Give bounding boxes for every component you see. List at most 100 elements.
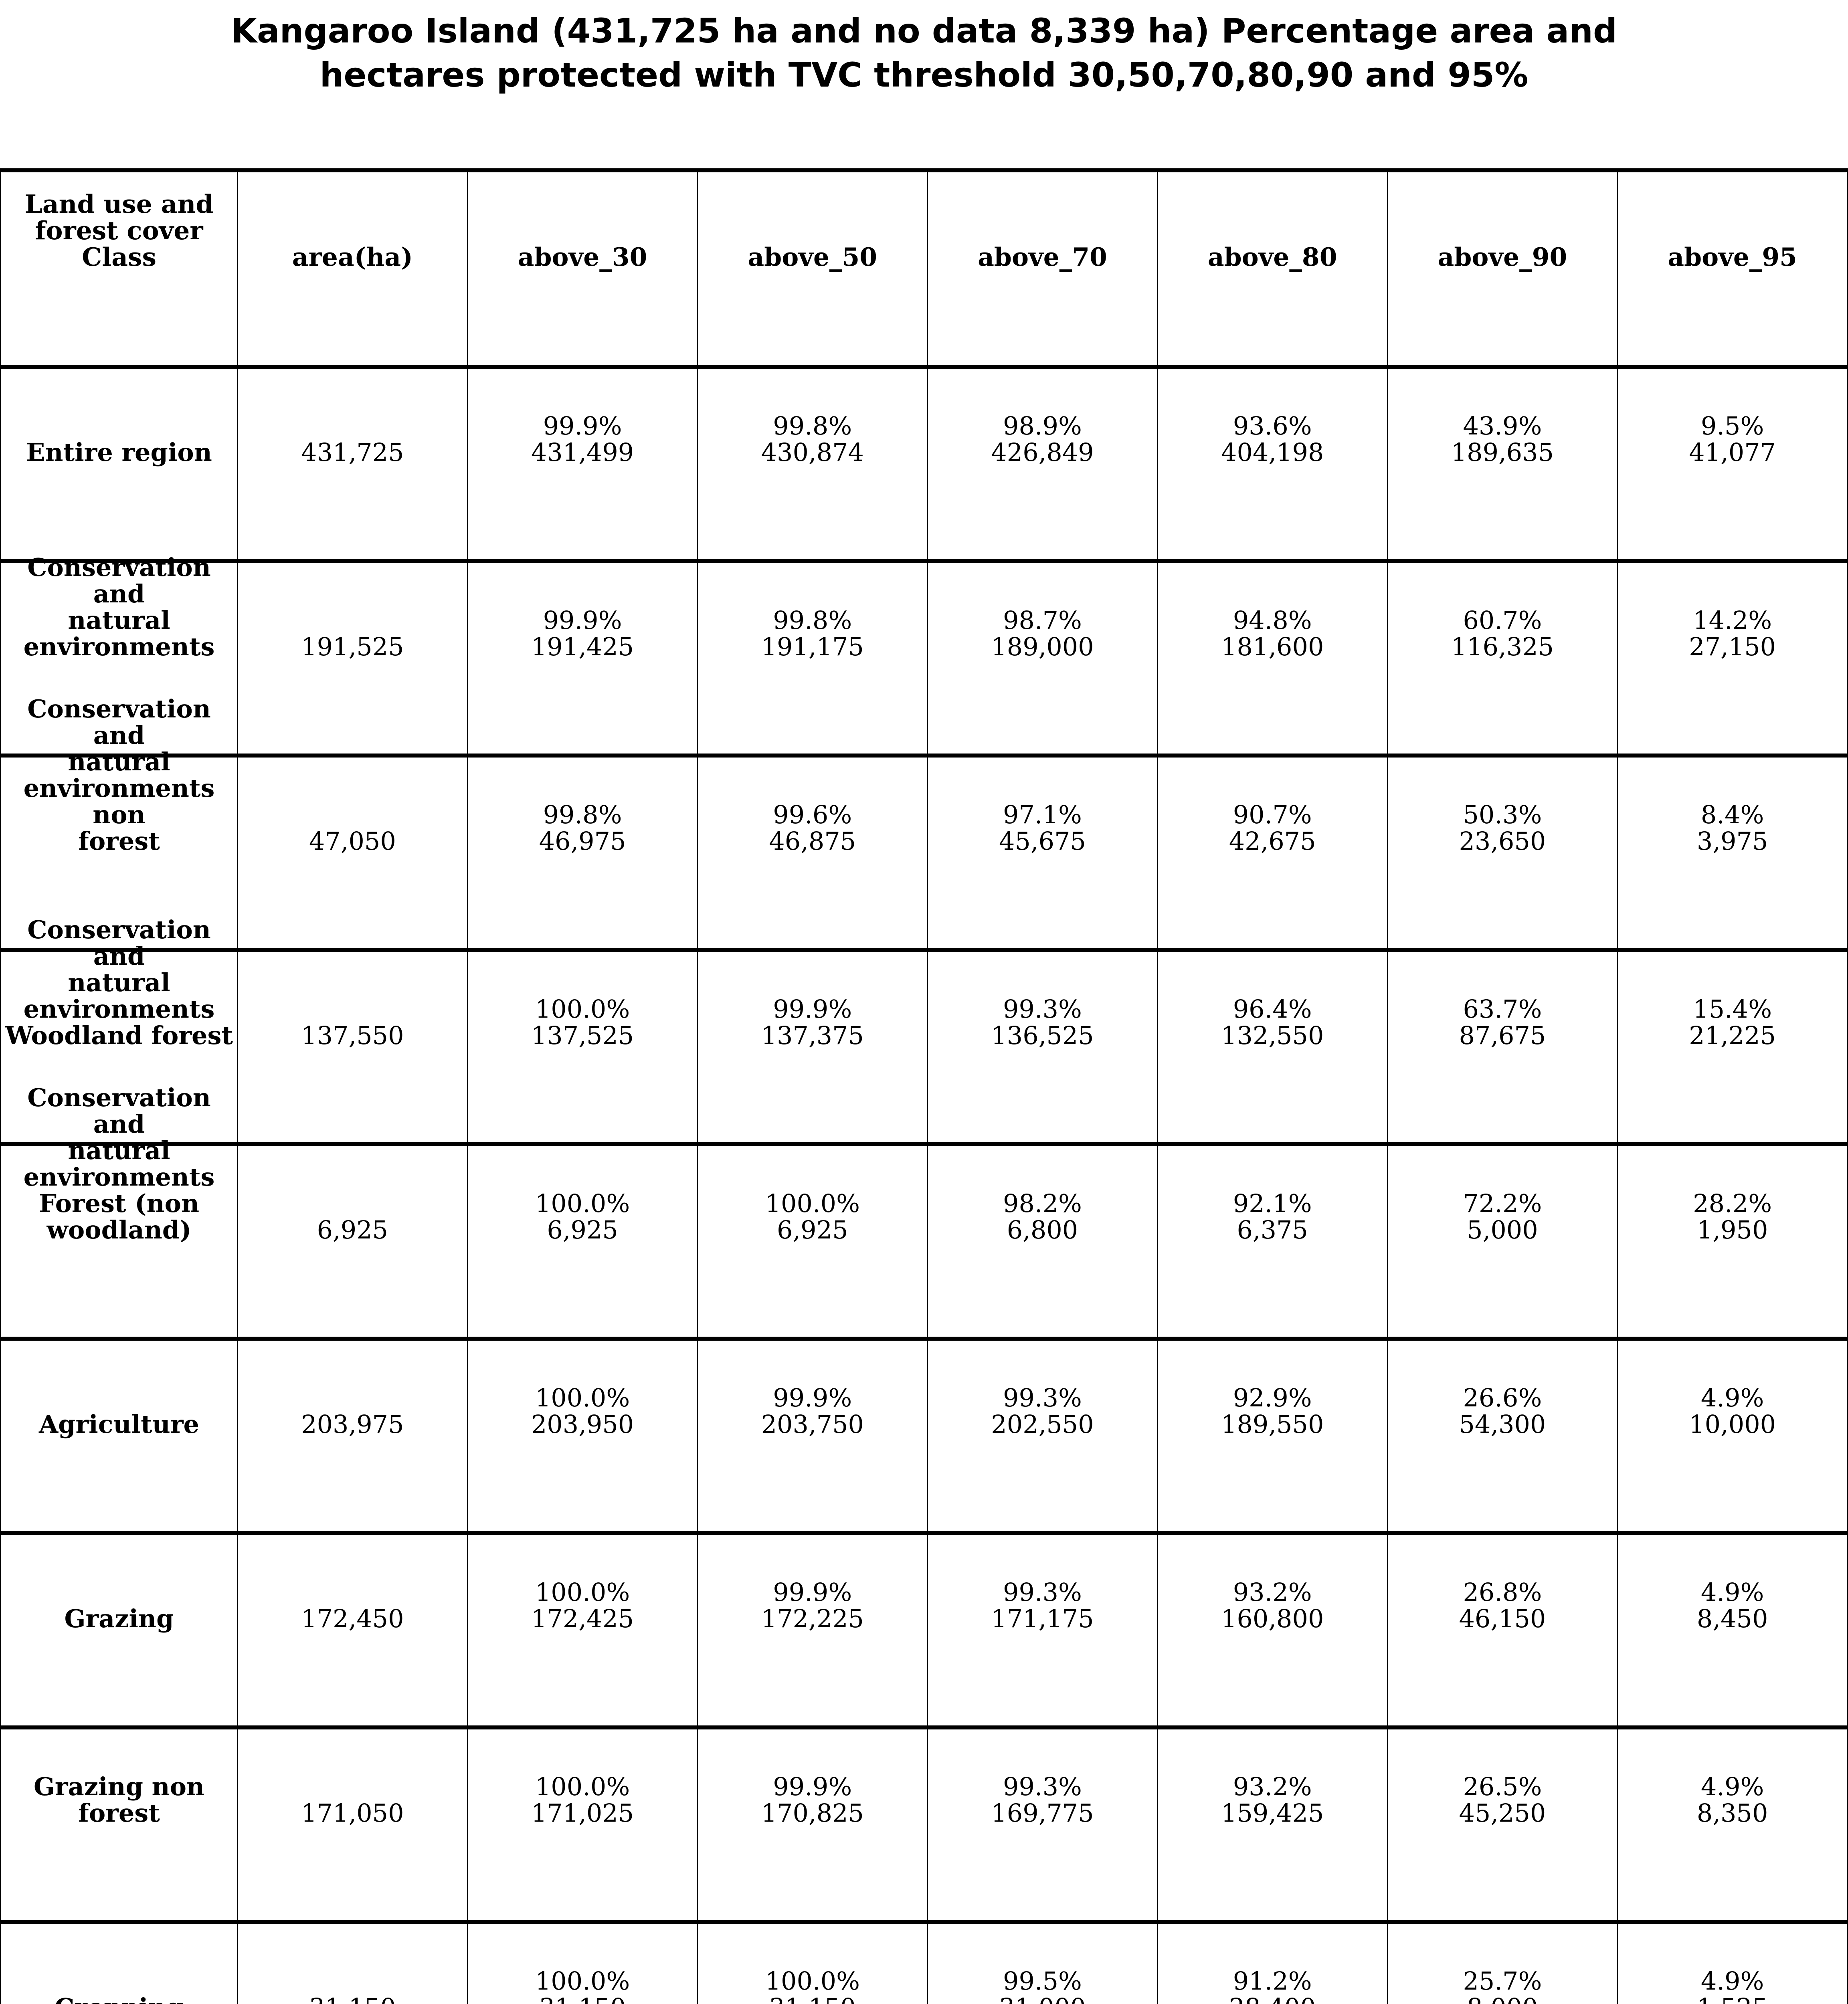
- pct-ha-value: 99.9% 431,499: [531, 411, 634, 467]
- data-cell: 26.6% 54,300: [1387, 1341, 1617, 1531]
- header-label: above_30: [518, 242, 647, 272]
- data-cell: 99.6% 46,875: [697, 758, 927, 948]
- area-cell: 6,925: [237, 1146, 467, 1337]
- pct-ha-value: 99.8% 430,874: [761, 411, 864, 467]
- pct-ha-value: 98.7% 189,000: [991, 606, 1094, 661]
- table: Land use and forest cover Class area(ha) abo…: [0, 168, 1848, 2004]
- header-label: above_95: [1668, 242, 1797, 272]
- data-cell: 9.5% 41,077: [1617, 369, 1847, 559]
- data-cell: 100.0% 172,425: [467, 1535, 697, 1725]
- pct-ha-value: 100.0%31,150: [765, 1966, 860, 2004]
- data-cell: 93.2% 160,800: [1157, 1535, 1387, 1725]
- area-value: 431,725: [301, 438, 404, 467]
- pct-ha-value: 92.9% 189,550: [1221, 1383, 1324, 1439]
- table-row: Conservation and natural environments non f…: [1, 696, 1847, 952]
- header-label: above_90: [1438, 242, 1567, 272]
- pct-ha-value: 99.8% 46,975: [539, 800, 626, 856]
- header-cell-above-30: above_30: [467, 172, 697, 365]
- data-cell: 4.9%1,525: [1617, 1924, 1847, 2004]
- pct-ha-value: 99.9% 203,750: [761, 1383, 864, 1439]
- pct-ha-value: 93.2% 159,425: [1221, 1772, 1324, 1828]
- area-cell: 203,975: [237, 1341, 467, 1531]
- data-cell: 90.7% 42,675: [1157, 758, 1387, 948]
- data-cell: 92.9% 189,550: [1157, 1341, 1387, 1531]
- data-cell: 4.9% 8,350: [1617, 1729, 1847, 1920]
- pct-ha-value: 98.9% 426,849: [991, 411, 1094, 467]
- data-cell: 99.8% 430,874: [697, 369, 927, 559]
- pct-ha-value: 60.7% 116,325: [1451, 606, 1554, 661]
- pct-ha-value: 100.0% 171,025: [531, 1772, 634, 1828]
- header-cell-area-ha-: area(ha): [237, 172, 467, 365]
- data-cell: 100.0% 171,025: [467, 1729, 697, 1920]
- area-value: 47,050: [309, 826, 396, 856]
- pct-ha-value: 14.2% 27,150: [1689, 606, 1776, 661]
- pct-ha-value: 100.0% 137,525: [531, 994, 634, 1050]
- header-cell-above-70: above_70: [927, 172, 1157, 365]
- data-cell: 100.0%31,150: [697, 1924, 927, 2004]
- data-cell: 100.0% 6,925: [467, 1146, 697, 1337]
- area-value: 203,975: [301, 1410, 404, 1439]
- data-cell: 92.1% 6,375: [1157, 1146, 1387, 1337]
- table-row: Conservation and natural environments Fores…: [1, 1085, 1847, 1341]
- pct-ha-value: 99.9% 137,375: [761, 994, 864, 1050]
- data-cell: 63.7% 87,675: [1387, 952, 1617, 1142]
- data-cell: 99.9% 170,825: [697, 1729, 927, 1920]
- row-label: Conservation and natural environments: [23, 553, 215, 661]
- pct-ha-value: 99.9% 172,225: [761, 1578, 864, 1633]
- data-cell: 91.2%28,400: [1157, 1924, 1387, 2004]
- table-row: Conservation and natural environments 191,5…: [1, 554, 1847, 758]
- area-value: 137,550: [301, 1021, 404, 1050]
- pct-ha-value: 63.7% 87,675: [1459, 994, 1546, 1050]
- data-cell: 98.9% 426,849: [927, 369, 1157, 559]
- area-value: 6,925: [317, 1215, 388, 1244]
- data-cell: 100.0% 6,925: [697, 1146, 927, 1337]
- area-cell: 191,525: [237, 563, 467, 754]
- data-cell: 26.8% 46,150: [1387, 1535, 1617, 1725]
- area-cell: 431,725: [237, 369, 467, 559]
- data-cell: 97.1% 45,675: [927, 758, 1157, 948]
- area-cell: 47,050: [237, 758, 467, 948]
- pct-ha-value: 8.4% 3,975: [1696, 800, 1768, 856]
- data-cell: 99.3% 136,525: [927, 952, 1157, 1142]
- row-label: Entire region: [26, 438, 212, 467]
- row-label: Conservation and natural environments non f…: [23, 694, 215, 856]
- table-row: Cropping31,150 100.0%31,150 100.0%31,150 99…: [1, 1924, 1847, 2004]
- row-label-cell: Conservation and natural environments: [1, 554, 237, 754]
- pct-ha-value: 99.8% 191,175: [761, 606, 864, 661]
- pct-ha-value: 9.5% 41,077: [1689, 411, 1776, 467]
- figure-title-line1: Kangaroo Island (431,725 ha and no data …: [230, 11, 1618, 51]
- pct-ha-value: 90.7% 42,675: [1229, 800, 1316, 856]
- header-cell-class: Land use and forest cover Class: [1, 172, 237, 365]
- pct-ha-value: 25.7%8,000: [1463, 1966, 1542, 2004]
- data-cell: 98.2% 6,800: [927, 1146, 1157, 1337]
- data-cell: 28.2% 1,950: [1617, 1146, 1847, 1337]
- header-label: above_50: [748, 242, 877, 272]
- pct-ha-value: 99.3% 169,775: [991, 1772, 1094, 1828]
- data-cell: 99.3% 171,175: [927, 1535, 1157, 1725]
- data-cell: 99.9% 431,499: [467, 369, 697, 559]
- area-value: 191,525: [301, 632, 404, 661]
- data-cell: 99.8% 46,975: [467, 758, 697, 948]
- header-class-label: Land use and forest cover Class: [24, 189, 214, 272]
- header-cell-above-95: above_95: [1617, 172, 1847, 365]
- pct-ha-value: 43.9% 189,635: [1451, 411, 1554, 467]
- row-label-cell: Conservation and natural environments Woodl…: [1, 917, 237, 1142]
- data-cell: 43.9% 189,635: [1387, 369, 1617, 559]
- data-cell: 100.0%31,150: [467, 1924, 697, 2004]
- table-row: Grazing 172,450 100.0% 172,425 99.9% 172,225 9…: [1, 1535, 1847, 1729]
- data-cell: 15.4% 21,225: [1617, 952, 1847, 1142]
- row-label-cell: Conservation and natural environments non f…: [1, 696, 237, 948]
- pct-ha-value: 100.0% 6,925: [765, 1189, 860, 1244]
- pct-ha-value: 99.3% 171,175: [991, 1578, 1094, 1633]
- header-label: area(ha): [292, 242, 413, 272]
- pct-ha-value: 96.4% 132,550: [1221, 994, 1324, 1050]
- pct-ha-value: 99.9% 191,425: [531, 606, 634, 661]
- row-label-cell: Conservation and natural environments Fores…: [1, 1085, 237, 1337]
- data-cell: 72.2% 5,000: [1387, 1146, 1617, 1337]
- pct-ha-value: 99.3% 202,550: [991, 1383, 1094, 1439]
- header-cell-above-80: above_80: [1157, 172, 1387, 365]
- pct-ha-value: 100.0%31,150: [535, 1966, 630, 2004]
- header-label: above_80: [1207, 242, 1337, 272]
- pct-ha-value: 93.6% 404,198: [1221, 411, 1324, 467]
